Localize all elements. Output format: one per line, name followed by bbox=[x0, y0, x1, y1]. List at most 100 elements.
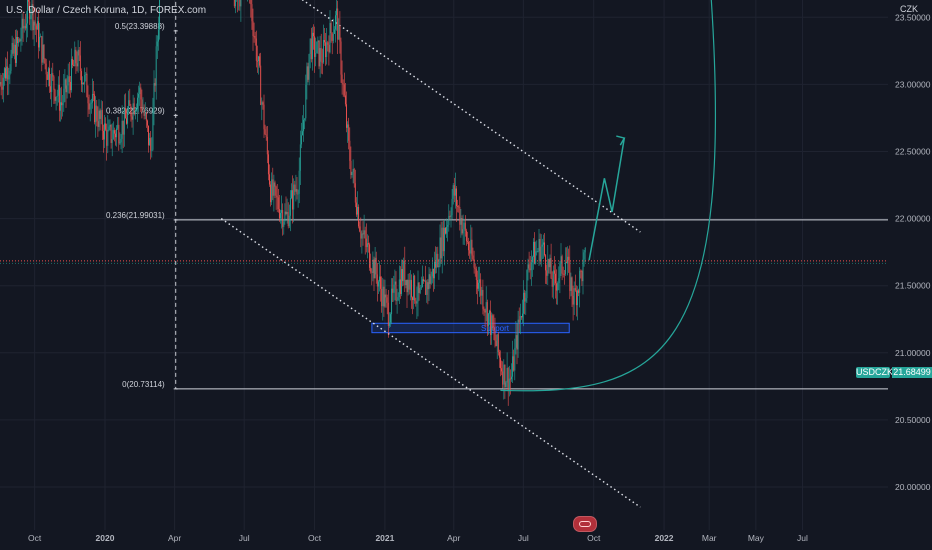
candle-body bbox=[386, 297, 388, 303]
candle-body bbox=[95, 105, 97, 123]
candle-body bbox=[509, 378, 511, 380]
price-tag-symbol: USDCZK bbox=[856, 367, 894, 378]
candle-body bbox=[137, 97, 138, 109]
candle-body bbox=[143, 111, 145, 116]
candle-body bbox=[251, 4, 253, 22]
candle-body bbox=[86, 73, 88, 98]
candle-body bbox=[502, 371, 504, 385]
tradingview-logo-icon[interactable] bbox=[573, 516, 597, 532]
candle-body bbox=[44, 59, 46, 64]
candle-body bbox=[130, 105, 132, 117]
candle-body bbox=[275, 186, 277, 196]
candle-body bbox=[446, 226, 448, 234]
candle-body bbox=[365, 238, 367, 248]
candle-body bbox=[354, 183, 356, 203]
candle-body bbox=[449, 215, 451, 217]
candle-body bbox=[17, 37, 19, 44]
candle-body bbox=[283, 221, 285, 227]
candle-body bbox=[563, 273, 565, 275]
candle-body bbox=[358, 206, 360, 227]
candle-body bbox=[153, 83, 155, 111]
candle-body bbox=[459, 206, 461, 225]
candle-body bbox=[12, 42, 14, 54]
candle-body bbox=[571, 277, 573, 296]
x-tick-label: Jul bbox=[518, 533, 529, 543]
candle-body bbox=[541, 244, 543, 247]
candle-body bbox=[401, 269, 402, 294]
candle-body bbox=[460, 217, 462, 225]
candle-body bbox=[481, 289, 483, 296]
candle-body bbox=[437, 253, 439, 268]
candle-body bbox=[52, 73, 54, 77]
candle-body bbox=[310, 38, 312, 60]
candle-body bbox=[495, 340, 497, 347]
candle-body bbox=[287, 212, 289, 227]
candle-body bbox=[559, 263, 561, 279]
candle-body bbox=[402, 269, 404, 282]
candle-body bbox=[508, 378, 510, 391]
candle-body bbox=[98, 110, 100, 127]
candle-body bbox=[134, 110, 136, 115]
candle-body bbox=[298, 170, 300, 194]
candle-body bbox=[511, 376, 512, 380]
candle-body bbox=[346, 104, 347, 128]
candle-body bbox=[412, 297, 413, 301]
candle-body bbox=[266, 136, 268, 155]
candle-body bbox=[30, 15, 32, 20]
candle-body bbox=[384, 294, 386, 307]
candle-body bbox=[503, 364, 505, 385]
candle-body bbox=[10, 54, 12, 71]
candle-body bbox=[380, 276, 382, 289]
candle-body bbox=[385, 294, 387, 298]
candle-body bbox=[579, 270, 581, 293]
candle-body bbox=[419, 288, 421, 293]
candle-body bbox=[141, 99, 143, 112]
x-tick-label: Oct bbox=[587, 533, 601, 543]
candle-body bbox=[485, 302, 487, 313]
candle-body bbox=[119, 142, 121, 144]
candle-body bbox=[534, 241, 536, 264]
candle-body bbox=[280, 212, 281, 219]
candle-body bbox=[470, 239, 472, 254]
candle-body bbox=[135, 108, 137, 111]
candle-body bbox=[233, 0, 235, 7]
candle-body bbox=[6, 66, 8, 79]
candle-body bbox=[553, 270, 555, 274]
candle-body bbox=[144, 113, 146, 116]
candle-body bbox=[392, 288, 394, 293]
candle-body bbox=[112, 130, 114, 139]
projection-arrow-head bbox=[616, 135, 626, 146]
candle-body bbox=[438, 265, 440, 268]
y-tick-label: 20.50000 bbox=[895, 415, 931, 425]
candle-body bbox=[383, 286, 385, 307]
candle-body bbox=[494, 330, 496, 341]
price-axis[interactable]: 19.5000020.0000020.5000021.0000021.50000… bbox=[895, 0, 931, 550]
candle-body bbox=[62, 103, 64, 106]
candle-body bbox=[49, 68, 50, 87]
candle-body bbox=[540, 246, 542, 262]
candle-body bbox=[74, 49, 76, 66]
candle-body bbox=[239, 0, 241, 7]
candle-body bbox=[85, 73, 87, 75]
candle-body bbox=[102, 130, 104, 140]
candle-body bbox=[456, 188, 457, 207]
candle-body bbox=[423, 279, 424, 282]
candle-body bbox=[465, 230, 467, 242]
candle-body bbox=[373, 259, 375, 279]
candle-body bbox=[347, 124, 349, 128]
zones-layer: Strong resistanceResistanceSupport bbox=[371, 322, 570, 334]
candle-body bbox=[19, 39, 21, 42]
time-axis[interactable]: Oct 2020 Apr Jul Oct 2021 Apr Jul Oct 2022 Mar May J… bbox=[28, 533, 808, 543]
candle-body bbox=[546, 270, 548, 276]
candle-body bbox=[3, 68, 5, 78]
candle-body bbox=[105, 123, 107, 130]
candle-body bbox=[489, 310, 490, 314]
candle-body bbox=[491, 315, 493, 336]
x-tick-label: Apr bbox=[168, 533, 181, 543]
candle-body bbox=[414, 275, 416, 301]
candle-body bbox=[556, 283, 558, 291]
candle-body bbox=[308, 53, 310, 80]
candle-body bbox=[514, 347, 516, 371]
candle-body bbox=[296, 189, 298, 194]
